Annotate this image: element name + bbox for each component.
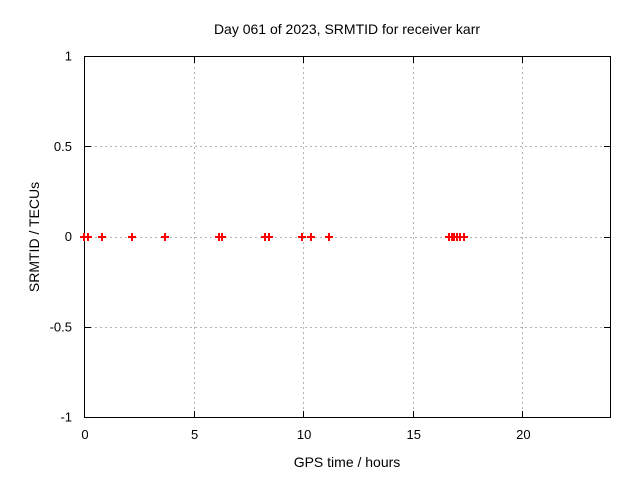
data-point-marker — [84, 233, 92, 241]
data-point-marker — [298, 233, 306, 241]
x-tick-label: 20 — [516, 427, 530, 442]
x-tick-label: 15 — [407, 427, 421, 442]
y-tick-label: 1 — [65, 49, 72, 64]
data-point-marker — [265, 233, 273, 241]
y-tick-label: -0.5 — [50, 319, 72, 334]
x-tick-label: 10 — [297, 427, 311, 442]
y-tick-label: 0.5 — [54, 139, 72, 154]
data-point-marker — [128, 233, 136, 241]
x-tick-label: 0 — [81, 427, 88, 442]
data-point-marker — [307, 233, 315, 241]
data-point-marker — [460, 233, 468, 241]
data-point-marker — [325, 233, 333, 241]
y-tick-label: 0 — [65, 229, 72, 244]
y-tick-label: -1 — [60, 410, 72, 425]
data-point-marker — [218, 233, 226, 241]
chart-title: Day 061 of 2023, SRMTID for receiver kar… — [213, 21, 481, 37]
x-axis-label: GPS time / hours — [293, 454, 401, 470]
data-point-marker — [98, 233, 106, 241]
data-point-marker — [161, 233, 169, 241]
x-tick-label: 5 — [191, 427, 198, 442]
